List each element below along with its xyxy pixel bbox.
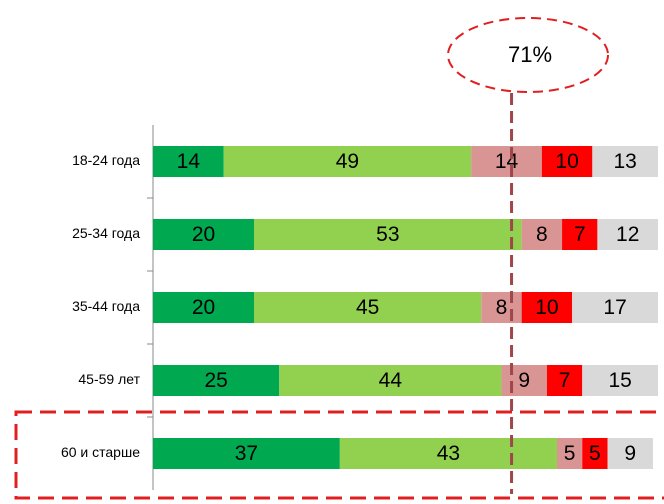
bar-segment [592, 146, 658, 177]
category-label: 45-59 лет [78, 371, 140, 387]
bar-segment [521, 292, 573, 323]
annotation-ellipse [447, 17, 609, 93]
bar-segment [254, 292, 482, 323]
bar-segment [557, 438, 583, 469]
value-label: 7 [574, 223, 586, 246]
bar-segment [471, 146, 542, 177]
value-label: 17 [603, 296, 626, 319]
value-label: 53 [376, 223, 399, 246]
value-label: 20 [192, 223, 215, 246]
value-label: 9 [624, 442, 636, 465]
bar-segment [279, 365, 502, 396]
value-label: 10 [535, 296, 558, 319]
value-label: 7 [559, 369, 571, 392]
value-label: 25 [204, 369, 227, 392]
value-label: 14 [495, 150, 519, 173]
bar-segment [153, 365, 280, 396]
value-label: 9 [518, 369, 530, 392]
bar-segment [582, 365, 658, 396]
bar-segment [481, 292, 522, 323]
value-label: 12 [616, 223, 639, 246]
bar-segment [254, 219, 522, 250]
category-label: 18-24 года [72, 152, 140, 168]
bar-segment [546, 365, 583, 396]
value-label: 14 [177, 150, 201, 173]
value-label: 15 [608, 369, 631, 392]
value-label: 49 [336, 150, 359, 173]
category-label: 60 и старше [61, 444, 140, 460]
value-label: 43 [437, 442, 460, 465]
annotation-label: 71% [508, 42, 552, 67]
value-label: 37 [235, 442, 258, 465]
bar-segment [153, 146, 224, 177]
bar-segment [153, 438, 340, 469]
value-label: 44 [379, 369, 403, 392]
category-label: 25-34 года [72, 225, 140, 241]
bar-segment [541, 146, 593, 177]
bar-segment [572, 292, 658, 323]
bar-segment [521, 219, 563, 250]
bar-segment [597, 219, 658, 250]
bar-segment [501, 365, 547, 396]
value-label: 13 [613, 150, 636, 173]
value-label: 8 [536, 223, 548, 246]
value-label: 20 [192, 296, 215, 319]
bar-segment [153, 292, 254, 323]
category-label: 35-44 года [72, 298, 140, 314]
value-label: 8 [496, 296, 508, 319]
bar-segment [223, 146, 472, 177]
value-label: 10 [555, 150, 578, 173]
value-label: 5 [564, 442, 576, 465]
bar-segment [153, 219, 254, 250]
value-label: 45 [356, 296, 379, 319]
value-label: 5 [589, 442, 601, 465]
highlight-box [14, 410, 664, 500]
bar-segment [607, 438, 653, 469]
bar-segment [339, 438, 557, 469]
bar-segment [562, 219, 598, 250]
bar-segment [582, 438, 608, 469]
